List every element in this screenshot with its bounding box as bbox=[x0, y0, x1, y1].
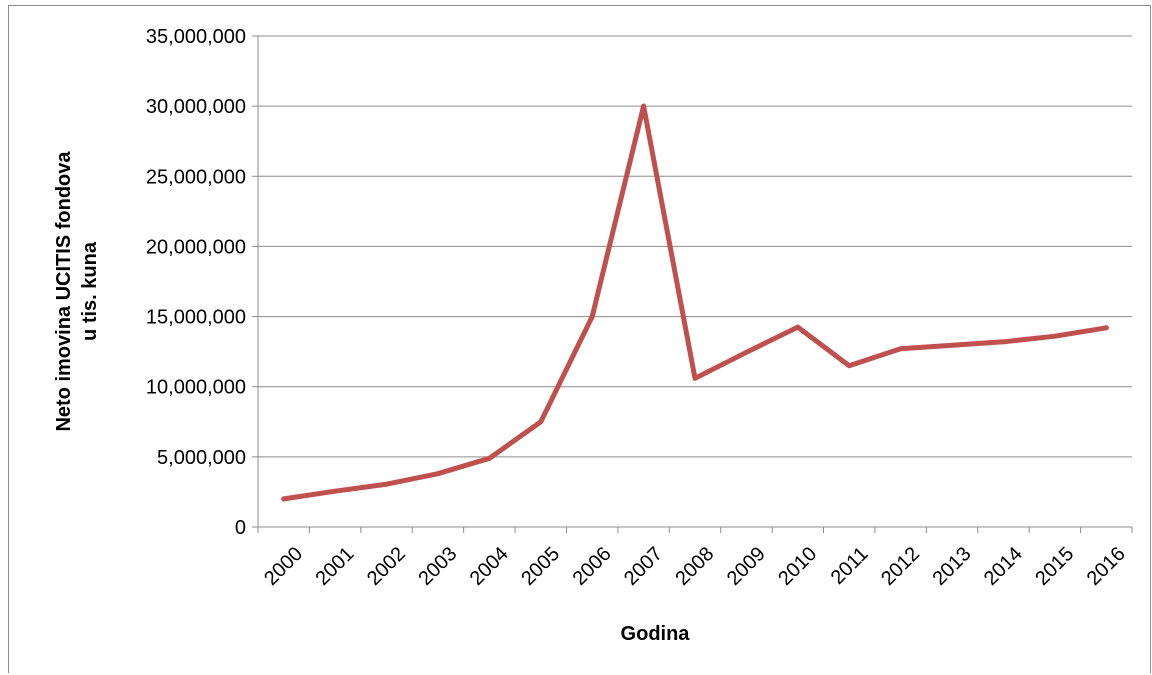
x-tick-label: 2001 bbox=[312, 543, 359, 590]
x-tick-label: 2010 bbox=[774, 543, 821, 590]
x-tick-label: 2009 bbox=[723, 543, 770, 590]
data-point-2001 bbox=[332, 488, 338, 494]
x-tick-label: 2014 bbox=[980, 543, 1027, 590]
y-tick-label: 0 bbox=[235, 517, 246, 539]
series-line-0 bbox=[281, 103, 1109, 502]
data-point-2008 bbox=[692, 375, 698, 381]
y-axis-ticks: 0 5,000,000 10,000,000 15,000,000 20,000,000… bbox=[146, 26, 246, 539]
y-tick-label: 10,000,000 bbox=[146, 377, 246, 399]
series-layer bbox=[281, 103, 1109, 502]
data-point-2004 bbox=[486, 455, 492, 461]
data-point-2015 bbox=[1052, 333, 1058, 339]
x-tick-label: 2008 bbox=[671, 543, 718, 590]
x-tick-label: 2011 bbox=[827, 543, 873, 589]
data-point-2012 bbox=[898, 346, 904, 352]
data-point-2007 bbox=[641, 103, 647, 109]
data-point-2006 bbox=[589, 314, 595, 320]
y-tick-label: 30,000,000 bbox=[146, 96, 246, 118]
x-axis-ticks: 2000 2001 2002 2003 2004 2005 2006 2007 2008 2009… bbox=[257, 527, 1133, 590]
data-point-2013 bbox=[949, 342, 955, 348]
data-point-2002 bbox=[384, 481, 390, 487]
data-point-2005 bbox=[538, 419, 544, 425]
x-tick-label: 2016 bbox=[1083, 543, 1130, 590]
data-point-2009 bbox=[743, 349, 749, 355]
x-tick-label: 2006 bbox=[569, 543, 616, 590]
data-point-2003 bbox=[435, 471, 441, 477]
y-tick-label: 5,000,000 bbox=[157, 447, 246, 469]
x-tick-label: 2015 bbox=[1031, 543, 1078, 590]
x-tick-label: 2007 bbox=[620, 543, 667, 590]
y-tick-label: 20,000,000 bbox=[146, 236, 246, 258]
y-tick-label: 35,000,000 bbox=[146, 26, 246, 48]
y-axis-title-line-1: Neto imovina UCITIS fondova bbox=[53, 151, 75, 432]
x-tick-label: 2004 bbox=[466, 543, 513, 590]
x-tick-label: 2002 bbox=[363, 543, 410, 590]
data-point-2014 bbox=[1000, 339, 1006, 345]
data-point-2000 bbox=[281, 496, 287, 502]
data-point-2010 bbox=[795, 324, 801, 330]
gridlines bbox=[252, 35, 1132, 528]
y-tick-label: 15,000,000 bbox=[146, 307, 246, 329]
y-tick-label: 25,000,000 bbox=[146, 166, 246, 188]
x-tick-label: 2003 bbox=[414, 543, 461, 590]
x-tick-label: 2005 bbox=[517, 543, 564, 590]
data-point-2011 bbox=[846, 363, 852, 369]
chart-frame bbox=[8, 5, 1151, 673]
x-tick-label: 2012 bbox=[877, 543, 924, 590]
x-tick-label: 2000 bbox=[260, 543, 307, 590]
data-point-2016 bbox=[1103, 325, 1109, 331]
x-axis-title: Godina bbox=[621, 623, 691, 645]
x-tick-label: 2013 bbox=[928, 543, 975, 590]
y-axis-title-line-2: u tis. kuna bbox=[79, 241, 101, 341]
